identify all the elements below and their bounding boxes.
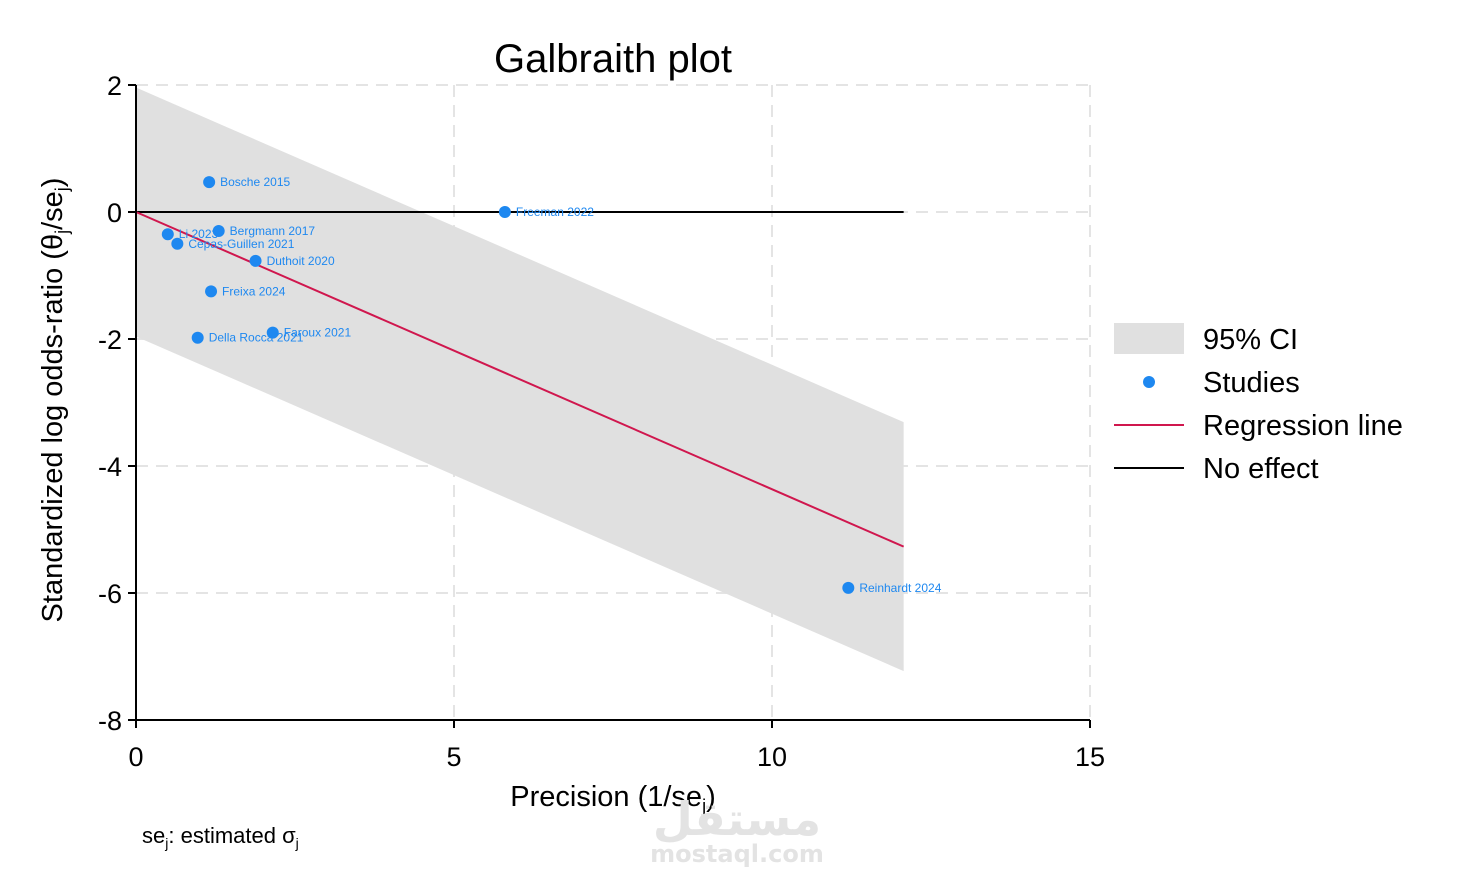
study-point: [212, 225, 225, 238]
footnote: sej: estimated σj: [142, 823, 299, 851]
study-point: [171, 237, 184, 250]
legend-label-regression: Regression line: [1203, 410, 1403, 442]
watermark-latin: mostaql.com: [650, 840, 824, 868]
study-point: [191, 331, 204, 344]
grid-lines: [136, 84, 1091, 720]
y-axis-title: Standardized log odds-ratio (θj/sej): [37, 178, 72, 623]
study-label: Duthoit 2020: [267, 254, 335, 268]
study-label: Bosche 2015: [220, 175, 290, 189]
y-tick-label: -8: [98, 706, 122, 736]
study-point: [203, 176, 216, 189]
study-point: [498, 206, 511, 218]
study-point: [205, 285, 218, 298]
study-label: Freeman 2022: [516, 205, 594, 219]
study-point: [249, 254, 262, 267]
study-label: Bergmann 2017: [230, 224, 316, 238]
x-tick-label: 5: [446, 742, 461, 772]
legend-label-no-effect: No effect: [1203, 453, 1319, 485]
y-tick-label: 0: [107, 198, 122, 228]
study-label: Li 2023: [179, 227, 219, 241]
y-tick-label: 2: [107, 71, 122, 101]
legend-label-studies: Studies: [1203, 367, 1300, 399]
line-layer: [135, 211, 905, 548]
y-tick-label: -2: [98, 325, 122, 355]
study-label: Cepas-Guillen 2021: [188, 237, 294, 251]
legend-swatch-ci: [1114, 323, 1184, 354]
study-point: [161, 228, 174, 241]
x-tick-label: 0: [128, 742, 143, 772]
legend: 95% CI Studies Regression line No effect: [1114, 323, 1403, 485]
x-tick-label: 15: [1075, 742, 1105, 772]
y-tick-label: -6: [98, 579, 122, 609]
chart-title: Galbraith plot: [494, 37, 732, 81]
x-axis-title: Precision (1/sej): [510, 781, 715, 816]
study-point: [842, 581, 855, 594]
legend-swatch-studies: [1143, 376, 1155, 388]
study-label: Faroux 2021: [284, 326, 352, 340]
study-label: Freixa 2024: [222, 284, 286, 298]
ticks: 0 5 10 15 -8 -6 -4 -2 0 2: [98, 71, 1105, 772]
legend-label-ci: 95% CI: [1203, 324, 1298, 356]
study-point: [266, 326, 279, 339]
study-label: Reinhardt 2024: [859, 581, 941, 595]
study-points: Bosche 2015 Freeman 2022 Li 2023 Bergmann 2…: [161, 175, 942, 595]
watermark-arabic: مستقل: [653, 792, 821, 846]
regression-line: [135, 211, 905, 548]
x-tick-label: 10: [757, 742, 787, 772]
y-tick-label: -4: [98, 452, 122, 482]
axes: [135, 85, 1090, 721]
watermark: مستقل mostaql.com: [650, 792, 824, 868]
study-label: Della Rocca 2021: [209, 331, 304, 345]
